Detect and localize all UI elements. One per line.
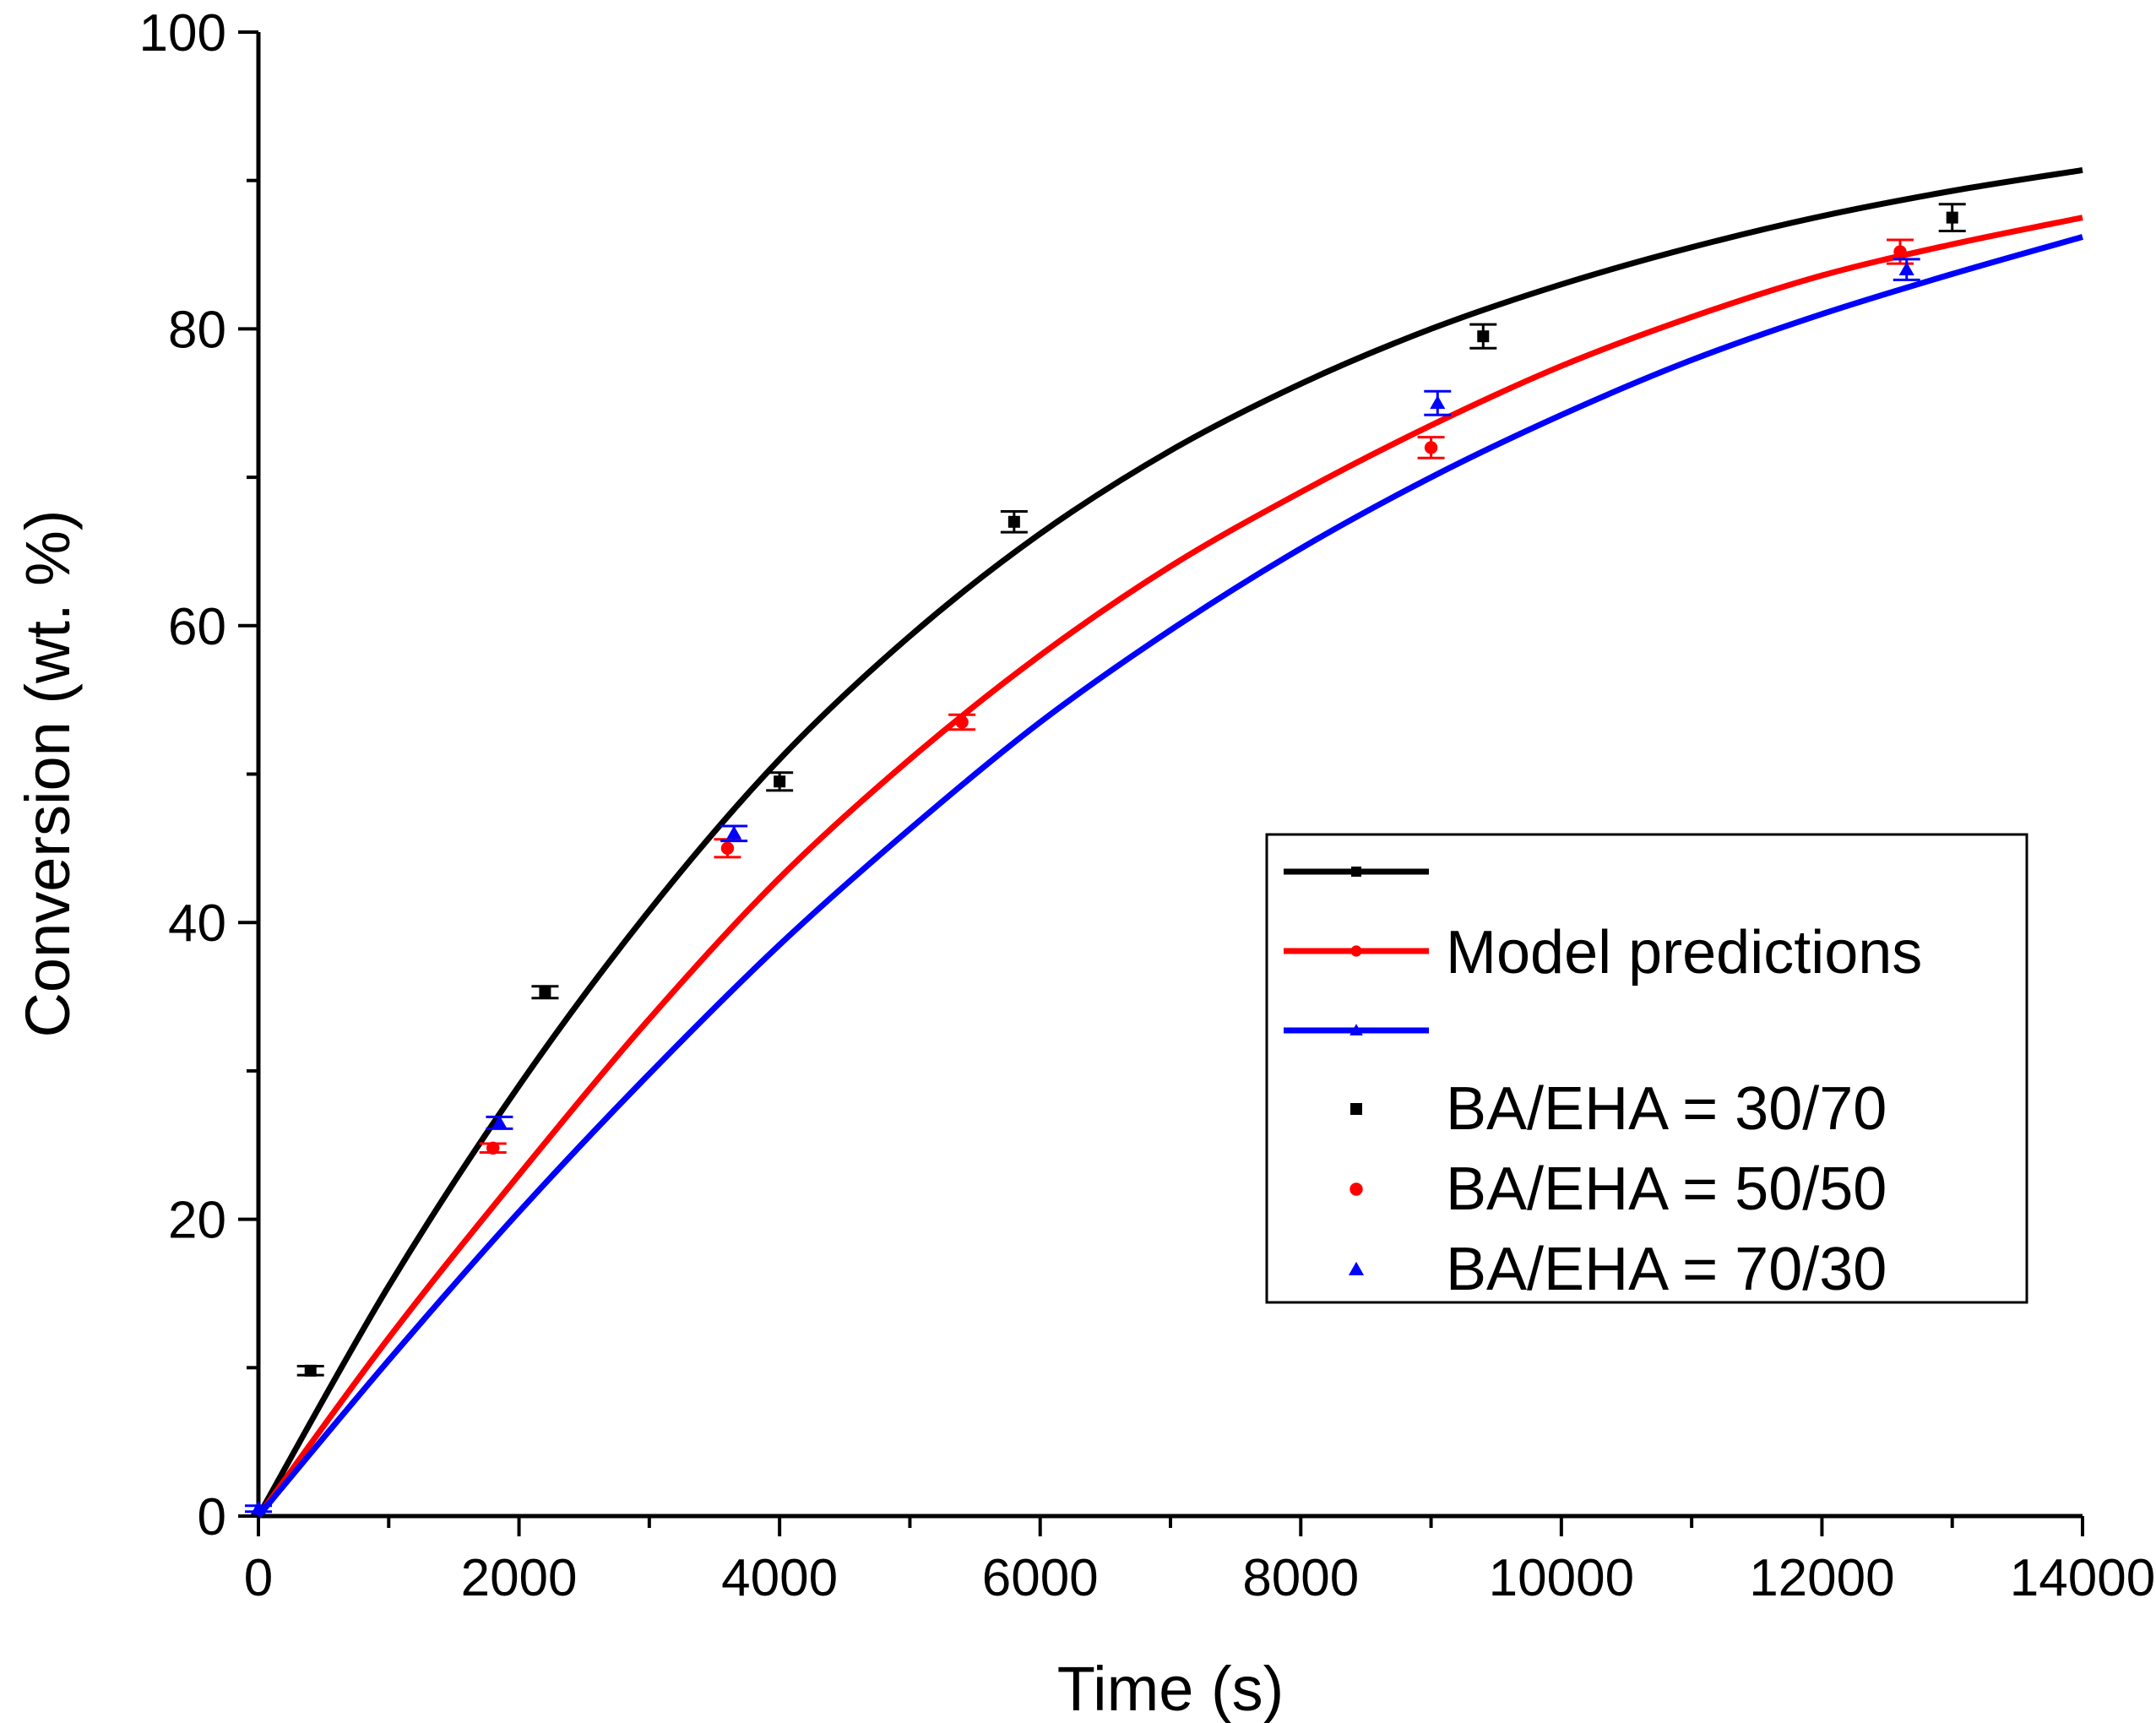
data-point-series-2 — [720, 841, 735, 856]
legend-model-label: Model predictions — [1446, 919, 1922, 987]
y-tick-label: 20 — [168, 1192, 226, 1250]
legend-line-marker-1 — [1351, 867, 1361, 877]
x-tick-label: 6000 — [982, 1549, 1099, 1607]
x-tick-label: 8000 — [1242, 1549, 1359, 1607]
data-point-series-2 — [1424, 441, 1438, 454]
legend-label-series-1: BA/EHA = 30/70 — [1446, 1075, 1887, 1143]
x-tick-label: 4000 — [721, 1549, 838, 1607]
y-tick-label: 60 — [168, 598, 226, 656]
data-point-series-3 — [1430, 395, 1446, 410]
data-point-series-2 — [486, 1141, 500, 1155]
legend-label-series-3: BA/EHA = 70/30 — [1446, 1236, 1887, 1303]
x-tick-label: 14000 — [2010, 1549, 2155, 1607]
legend-line-marker-2 — [1350, 945, 1362, 957]
legend: Model predictions BA/EHA = 30/70 BA/EHA … — [1265, 833, 2028, 1304]
axis-tick-labels: 0 2000 4000 6000 8000 10000 12000 14000 0 20 40 60 8… — [139, 4, 2156, 1607]
x-tick-label: 10000 — [1489, 1549, 1634, 1607]
data-point-series-1 — [304, 1364, 317, 1377]
y-axis-title: Conversion (wt. %) — [13, 509, 83, 1037]
data-points — [245, 203, 1966, 1515]
legend-marker-sample-1 — [1350, 1103, 1362, 1115]
x-tick-label: 12000 — [1749, 1549, 1894, 1607]
data-point-series-1 — [774, 775, 786, 788]
y-tick-label: 0 — [198, 1488, 226, 1546]
y-tick-label: 40 — [168, 894, 226, 953]
legend-entries — [1284, 867, 1429, 1275]
legend-marker-sample-2 — [1350, 1182, 1363, 1196]
data-point-series-2 — [1893, 245, 1907, 258]
y-tick-label: 80 — [168, 301, 226, 359]
legend-label-series-2: BA/EHA = 50/50 — [1446, 1155, 1887, 1223]
data-point-series-3 — [1898, 262, 1914, 275]
model-curve-series-3 — [256, 234, 2083, 1519]
legend-marker-sample-3 — [1348, 1261, 1365, 1275]
legend-box — [1265, 833, 2028, 1304]
data-point-series-1 — [539, 986, 551, 998]
data-point-series-1 — [1946, 211, 1958, 224]
data-point-series-3 — [250, 1501, 267, 1515]
axis-ticks — [238, 30, 2084, 1536]
data-point-series-1 — [1477, 330, 1490, 343]
model-curve-series-1 — [255, 166, 2083, 1518]
data-point-series-3 — [726, 825, 742, 840]
data-point-series-1 — [1007, 515, 1020, 528]
data-point-series-2 — [955, 715, 969, 729]
model-curve-series-2 — [256, 215, 2083, 1519]
x-tick-label: 0 — [244, 1549, 273, 1607]
y-tick-label: 100 — [139, 4, 226, 63]
x-tick-label: 2000 — [461, 1549, 578, 1607]
x-axis-title: Time (s) — [1057, 1654, 1284, 1723]
legend-line-marker-3 — [1350, 1024, 1363, 1035]
model-curves — [255, 166, 2083, 1519]
data-point-series-3 — [491, 1115, 508, 1129]
